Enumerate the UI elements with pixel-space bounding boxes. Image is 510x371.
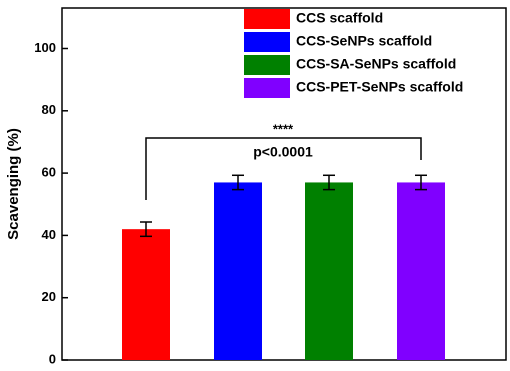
legend-label: CCS scaffold (296, 10, 383, 26)
bar (214, 182, 262, 360)
y-tick-label: 20 (42, 289, 56, 304)
legend-swatch (244, 32, 290, 52)
legend-label: CCS-SeNPs scaffold (296, 33, 432, 49)
legend-swatch (244, 9, 290, 29)
significance-stars: **** (273, 121, 294, 136)
plot-frame (61, 7, 507, 361)
significance-bracket (145, 137, 422, 200)
bar (122, 229, 170, 360)
legend-swatch (244, 78, 290, 98)
legend-label: CCS-SA-SeNPs scaffold (296, 56, 456, 72)
y-axis-label: Scavenging (%) (5, 128, 22, 240)
y-tick-label: 80 (42, 102, 56, 117)
legend-label: CCS-PET-SeNPs scaffold (296, 79, 463, 95)
y-tick-label: 60 (42, 165, 56, 180)
bar (305, 182, 353, 360)
bar (397, 182, 445, 360)
y-tick-label: 100 (34, 40, 56, 55)
p-value: p<0.0001 (253, 144, 313, 160)
y-tick-label: 40 (42, 227, 56, 242)
y-tick-label: 0 (49, 351, 56, 366)
legend-swatch (244, 55, 290, 75)
